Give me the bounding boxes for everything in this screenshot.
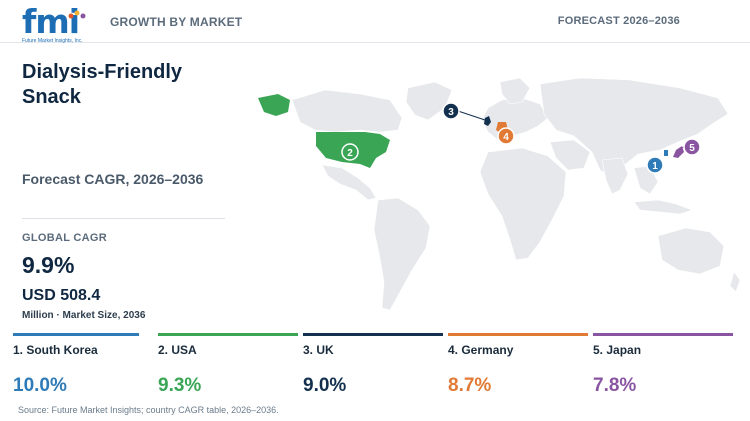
marker-uk-label: 3 [448,107,454,118]
source-note: Source: Future Market Insights; country … [18,405,279,415]
country-cagr: 9.3% [158,375,202,396]
logo-dots-icon [68,10,86,19]
country-card-germany: 4. Germany 8.7% [448,333,588,405]
header-forecast-label: FORECAST 2026–2036 [557,15,680,27]
country-name: 4. Germany [448,343,514,357]
country-cagr-list: 1. South Korea 10.0% 2. USA 9.3% 3. UK 9… [0,333,750,405]
logo-subtitle: Future Market Insights, Inc. [22,38,83,44]
land-africa [479,147,567,261]
market-size-value: USD 508.4 [22,287,101,304]
marker-uk: 3 [442,102,460,120]
country-name: 3. UK [303,343,334,357]
country-card-usa: 2. USA 9.3% [158,333,298,405]
country-bar [158,333,298,336]
country-card-uk: 3. UK 9.0% [303,333,443,405]
land-indonesia [633,199,693,215]
world-map: 1 2 3 4 5 [258,77,741,311]
country-uk [484,116,491,126]
land-middle-east [549,139,591,171]
country-south-korea [664,150,668,156]
marker-japan-label: 5 [689,143,695,154]
market-size-label: Million · Market Size, 2036 [22,310,146,321]
land-asia [539,77,729,179]
country-bar [448,333,588,336]
country-card-south-korea: 1. South Korea 10.0% [13,333,139,405]
land-south-america [373,197,431,311]
country-cagr: 9.0% [303,375,347,396]
land-australia [657,227,725,275]
country-bar [593,333,733,336]
global-cagr-value: 9.9% [22,252,75,278]
land-europe [481,97,549,141]
land-central-america [321,164,377,201]
header-bar: fmi Future Market Insights, Inc. GROWTH … [0,0,750,45]
page-subtitle: Forecast CAGR, 2026–2036 [22,171,204,187]
land-masses [291,77,741,311]
marker-usa: 2 [341,143,359,161]
land-new-zealand [729,271,741,293]
fmi-logo: fmi Future Market Insights, Inc. [22,2,92,45]
divider [22,218,225,219]
page-title: Dialysis-Friendly Snack [22,60,232,110]
title-line-2: Snack [22,86,81,108]
country-card-japan: 5. Japan 7.8% [593,333,733,405]
country-name: 1. South Korea [13,343,98,357]
marker-japan: 5 [683,138,701,156]
country-bar [303,333,443,336]
marker-south-korea: 1 [646,156,664,174]
land-india [601,157,629,195]
leader-line-uk [457,110,486,121]
marker-south-korea-label: 1 [652,161,658,172]
country-usa-alaska [258,94,290,116]
country-cagr: 10.0% [13,375,67,396]
logo-text: fmi [22,2,80,41]
country-usa [316,132,390,168]
global-cagr-label: GLOBAL CAGR [22,232,107,244]
country-bar [13,333,139,336]
header-section-label: GROWTH BY MARKET [110,15,243,29]
country-cagr: 7.8% [593,375,637,396]
country-cagr: 8.7% [448,375,492,396]
country-japan [673,146,684,158]
land-greenland [405,81,453,121]
land-canada [291,89,403,133]
marker-germany-label: 4 [503,132,509,143]
marker-germany: 4 [497,127,515,145]
marker-usa-label: 2 [347,148,353,159]
country-name: 5. Japan [593,343,642,357]
country-name: 2. USA [158,343,197,357]
title-line-1: Dialysis-Friendly [22,61,183,83]
land-scandinavia [499,77,531,105]
